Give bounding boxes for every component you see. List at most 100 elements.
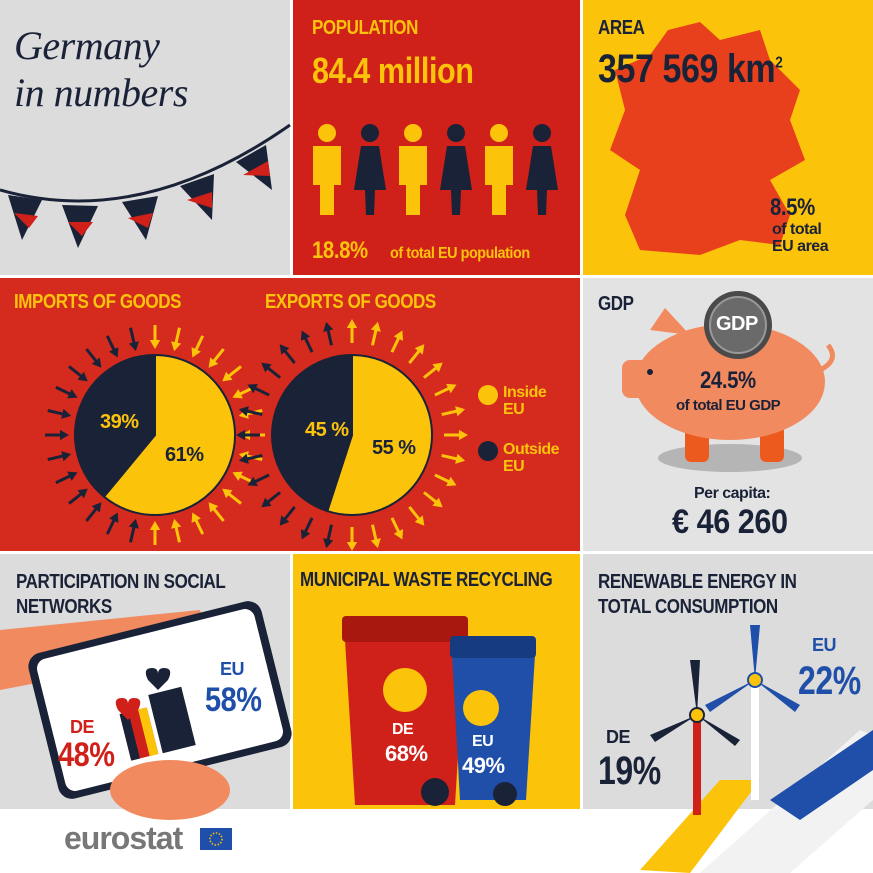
superscript: 2 bbox=[775, 54, 783, 72]
eu-stars bbox=[209, 832, 223, 846]
arrow-head bbox=[279, 515, 290, 526]
arrow-head bbox=[67, 471, 78, 481]
arrow-head bbox=[222, 488, 233, 499]
arrow-head bbox=[208, 357, 219, 368]
arrow-head bbox=[300, 330, 311, 341]
pie-wedge bbox=[102, 353, 236, 516]
person-body bbox=[440, 146, 472, 215]
value: 58% bbox=[205, 681, 262, 719]
label: DE bbox=[606, 727, 631, 747]
arrow-head bbox=[346, 541, 358, 551]
value: 48% bbox=[58, 736, 115, 774]
value: € 46 260 bbox=[672, 503, 788, 541]
label: EU bbox=[472, 733, 494, 750]
value: 68% bbox=[385, 741, 428, 766]
person-body bbox=[485, 146, 513, 215]
string bbox=[0, 123, 291, 203]
share: 24.5% bbox=[700, 367, 756, 394]
arrow-head bbox=[191, 347, 201, 358]
pie-wedge bbox=[74, 353, 156, 499]
arrow-head bbox=[261, 362, 272, 373]
arrow-head bbox=[91, 357, 102, 368]
logo: eurostat bbox=[64, 820, 183, 856]
pie-label: 61% bbox=[165, 444, 204, 466]
piggy-bank bbox=[622, 291, 835, 462]
arrow-head bbox=[109, 512, 119, 523]
person-head bbox=[361, 124, 379, 142]
person-head bbox=[318, 124, 336, 142]
tile bbox=[293, 0, 580, 275]
pie-label: 55 % bbox=[372, 437, 416, 459]
legend-swatch bbox=[478, 441, 498, 461]
heading: AREA bbox=[598, 17, 645, 39]
arrow-head bbox=[67, 389, 78, 399]
bunting bbox=[8, 145, 272, 248]
pies bbox=[45, 319, 468, 551]
person-body bbox=[313, 146, 341, 215]
arrow-head bbox=[446, 476, 457, 487]
arrow-head bbox=[232, 389, 243, 399]
arrow-head bbox=[432, 497, 443, 508]
arrow-head bbox=[61, 408, 72, 419]
person-head bbox=[533, 124, 551, 142]
value: 84.4 million bbox=[312, 50, 474, 91]
heading: IMPORTS OF GOODS bbox=[14, 291, 181, 313]
heading: GDP bbox=[598, 293, 634, 315]
share-text: of total EU population bbox=[390, 245, 530, 262]
arrow-head bbox=[236, 429, 246, 441]
arrow-head bbox=[77, 371, 88, 382]
arrow-head bbox=[279, 344, 290, 355]
heading: EXPORTS OF GOODS bbox=[265, 291, 436, 313]
arrow-head bbox=[458, 429, 468, 441]
arrow-head bbox=[393, 529, 404, 540]
title: Germany in numbers bbox=[14, 22, 188, 116]
person-head bbox=[404, 124, 422, 142]
arrow-head bbox=[346, 319, 358, 329]
arrow-head bbox=[370, 538, 381, 549]
arrow-head bbox=[323, 538, 334, 549]
arrow-head bbox=[238, 453, 249, 464]
arrow-head bbox=[171, 341, 182, 352]
heading: POPULATION bbox=[312, 17, 418, 39]
arrow-head bbox=[59, 429, 69, 441]
legend-label: Inside EU bbox=[503, 384, 547, 418]
label: DE bbox=[392, 721, 414, 738]
arrow-head bbox=[323, 321, 334, 332]
label: EU bbox=[812, 635, 837, 655]
arrow-head bbox=[128, 518, 139, 529]
title-line: in numbers bbox=[14, 70, 188, 115]
share-text: of total EU area bbox=[772, 221, 829, 255]
person-head bbox=[447, 124, 465, 142]
person-body bbox=[399, 146, 427, 215]
title-line: Germany bbox=[14, 23, 160, 68]
arrow-head bbox=[393, 330, 404, 341]
arrow-head bbox=[238, 406, 249, 417]
wind-turbines bbox=[640, 625, 873, 873]
arrow-head bbox=[61, 451, 72, 462]
arrow-head bbox=[414, 515, 425, 526]
arrow-head bbox=[222, 371, 233, 382]
people-icons bbox=[313, 124, 558, 215]
label: EU bbox=[220, 659, 245, 679]
arrow-head bbox=[208, 502, 219, 513]
arrow-head bbox=[77, 488, 88, 499]
hand-phone bbox=[0, 601, 292, 820]
label: DE bbox=[70, 717, 95, 737]
pie-label: 45 % bbox=[305, 419, 349, 441]
arrow-head bbox=[370, 321, 381, 332]
share: 18.8% bbox=[312, 237, 368, 264]
arrow-head bbox=[261, 497, 272, 508]
share-text: of total EU GDP bbox=[676, 397, 781, 414]
eu-flag bbox=[200, 828, 232, 850]
arrow-head bbox=[300, 529, 311, 540]
pie-wedge bbox=[326, 353, 433, 516]
arrow-head bbox=[232, 471, 243, 481]
pie-wedge bbox=[271, 353, 353, 513]
value: 19% bbox=[598, 749, 661, 793]
arrow-head bbox=[109, 347, 119, 358]
germany-map bbox=[610, 22, 805, 255]
arrow-head bbox=[432, 362, 443, 373]
arrow-head bbox=[149, 521, 161, 531]
